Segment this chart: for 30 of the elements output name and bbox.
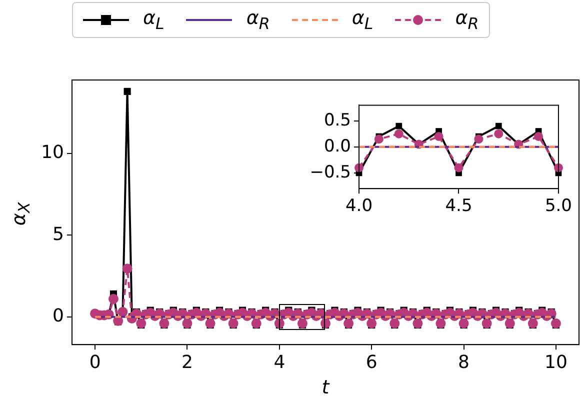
point [374,134,384,144]
y-tick-label: −0.5 [310,162,351,182]
legend-label: α$_{L}$ [352,7,374,33]
y-tick-label: 10 [41,142,64,164]
point [434,132,444,141]
x-tick-label: 5.0 [544,196,572,216]
x-axis-title: t [322,376,331,399]
x-tick-label: 4.0 [345,196,373,216]
y-tick-label: 5 [52,224,64,245]
point [394,129,404,138]
point [454,163,464,172]
legend-label: α$_{L}$ [143,7,164,33]
point [474,134,484,144]
point [124,88,131,95]
legend-label: α$_{R}$ [246,7,270,33]
x-tick-label: 6 [366,352,378,374]
x-tick-label: 10 [544,352,568,374]
x-tick-label: 0 [89,352,101,374]
y-tick-label: 0 [52,306,64,327]
legend-label: α$_{R}$ [455,7,479,33]
x-tick-label: 4.5 [445,196,472,216]
y-tick-label: 0.5 [324,110,351,130]
point [495,122,502,130]
x-tick-label: 8 [458,352,470,374]
x-tick-label: 4 [274,352,286,374]
point [494,129,504,138]
x-tick-label: 2 [182,352,193,374]
point [396,122,402,130]
y-tick-label: 0.0 [324,136,351,156]
point [534,132,544,141]
